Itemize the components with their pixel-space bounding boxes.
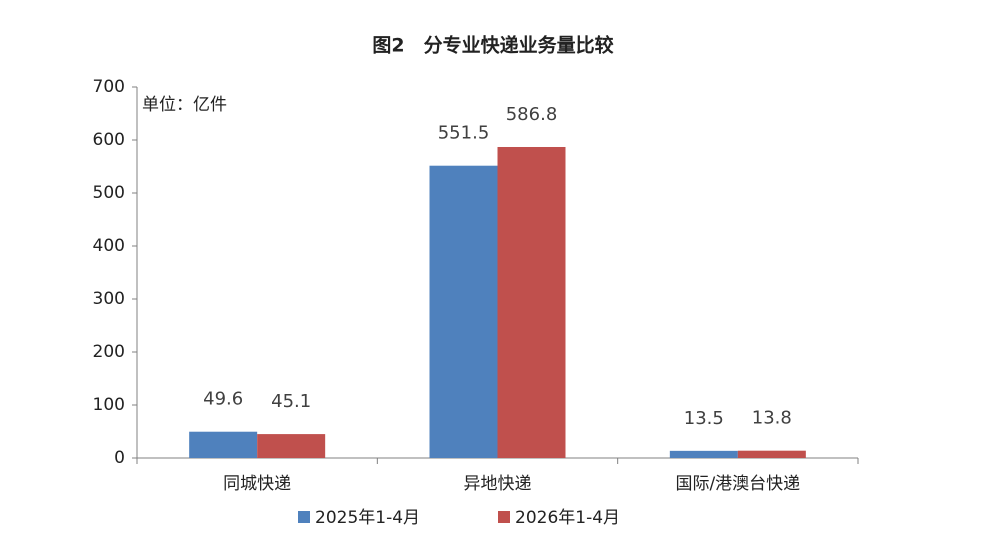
- y-tick-label: 200: [93, 342, 125, 362]
- legend-label: 2025年1-4月: [315, 508, 420, 528]
- legend-swatch: [298, 511, 310, 523]
- bar: [429, 165, 498, 458]
- value-label: 13.5: [684, 408, 724, 429]
- value-label: 586.8: [506, 104, 558, 125]
- unit-annotation: 单位：亿件: [142, 95, 227, 115]
- x-tick-label: 国际/港澳台快递: [675, 474, 800, 494]
- y-tick-label: 500: [93, 183, 125, 203]
- x-tick-label: 异地快递: [464, 474, 532, 494]
- bar: [497, 146, 566, 458]
- bar: [669, 450, 738, 458]
- y-tick-label: 400: [93, 236, 125, 256]
- bar: [257, 434, 326, 458]
- value-label: 45.1: [271, 391, 311, 412]
- y-tick-label: 300: [93, 289, 125, 309]
- y-tick-label: 100: [93, 395, 125, 415]
- value-label: 13.8: [752, 408, 792, 429]
- x-tick-label: 同城快递: [223, 474, 291, 494]
- bar: [737, 450, 806, 458]
- y-tick-label: 0: [114, 448, 125, 468]
- legend-swatch: [498, 511, 510, 523]
- chart-title: 图2 分专业快递业务量比较: [372, 34, 613, 57]
- legend-label: 2026年1-4月: [515, 508, 620, 528]
- y-tick-label: 700: [93, 77, 125, 97]
- value-label: 49.6: [203, 389, 243, 410]
- y-tick-label: 600: [93, 130, 125, 150]
- bar: [189, 431, 258, 458]
- value-label: 551.5: [438, 123, 490, 144]
